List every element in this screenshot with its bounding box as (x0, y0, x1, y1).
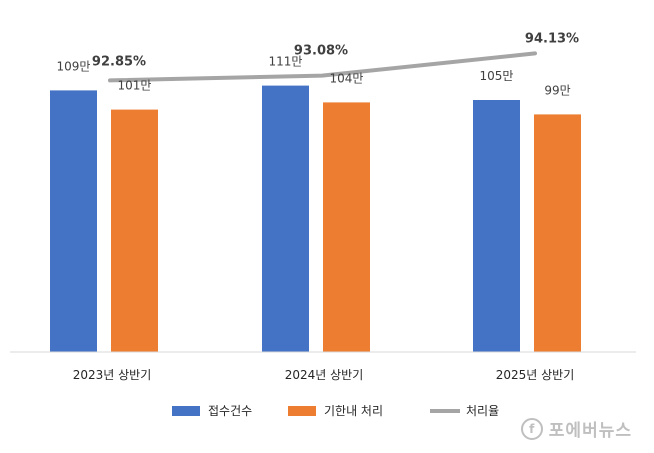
watermark-text: 포에버뉴스 (548, 421, 632, 441)
legend: 접수건수 기한내 처리 처리율 (172, 404, 499, 418)
legend-swatch-0 (172, 406, 200, 416)
data-label-rate-1: 93.08% (294, 44, 348, 59)
bar-processed-2 (534, 114, 581, 353)
category-label-0: 2023년 상반기 (73, 368, 152, 382)
legend-swatch-1 (288, 406, 316, 416)
data-label-received-2: 105만 (480, 69, 514, 83)
data-label-received-1: 111만 (269, 55, 303, 69)
data-label-processed-1: 104만 (330, 71, 364, 85)
category-label-1: 2024년 상반기 (285, 368, 364, 382)
bar-received-0 (50, 90, 97, 353)
legend-label-0: 접수건수 (208, 404, 252, 418)
watermark-logo-icon: f (520, 417, 543, 440)
data-label-processed-2: 99만 (544, 83, 570, 97)
data-label-rate-2: 94.13% (525, 31, 579, 46)
watermark: f 포에버뉴스 (520, 416, 632, 441)
bar-processed-0 (111, 109, 158, 352)
bar-processed-1 (323, 102, 370, 353)
category-label-2: 2025년 상반기 (496, 368, 575, 382)
labels-layer: 109만 111만 105만 101만 104만 99만 92.85% 93.08% 94.13… (57, 31, 580, 97)
category-labels: 2023년 상반기 2024년 상반기 2025년 상반기 (73, 368, 575, 382)
data-label-processed-0: 101만 (118, 79, 152, 93)
line-layer (108, 51, 537, 83)
legend-label-1: 기한내 처리 (324, 404, 383, 418)
bar-received-1 (262, 85, 309, 352)
bar-received-2 (473, 100, 520, 352)
bars-layer (50, 85, 581, 353)
legend-label-2: 처리율 (466, 404, 499, 418)
data-label-rate-0: 92.85% (92, 54, 146, 69)
data-label-received-0: 109만 (57, 59, 91, 73)
line-rate (108, 51, 537, 83)
